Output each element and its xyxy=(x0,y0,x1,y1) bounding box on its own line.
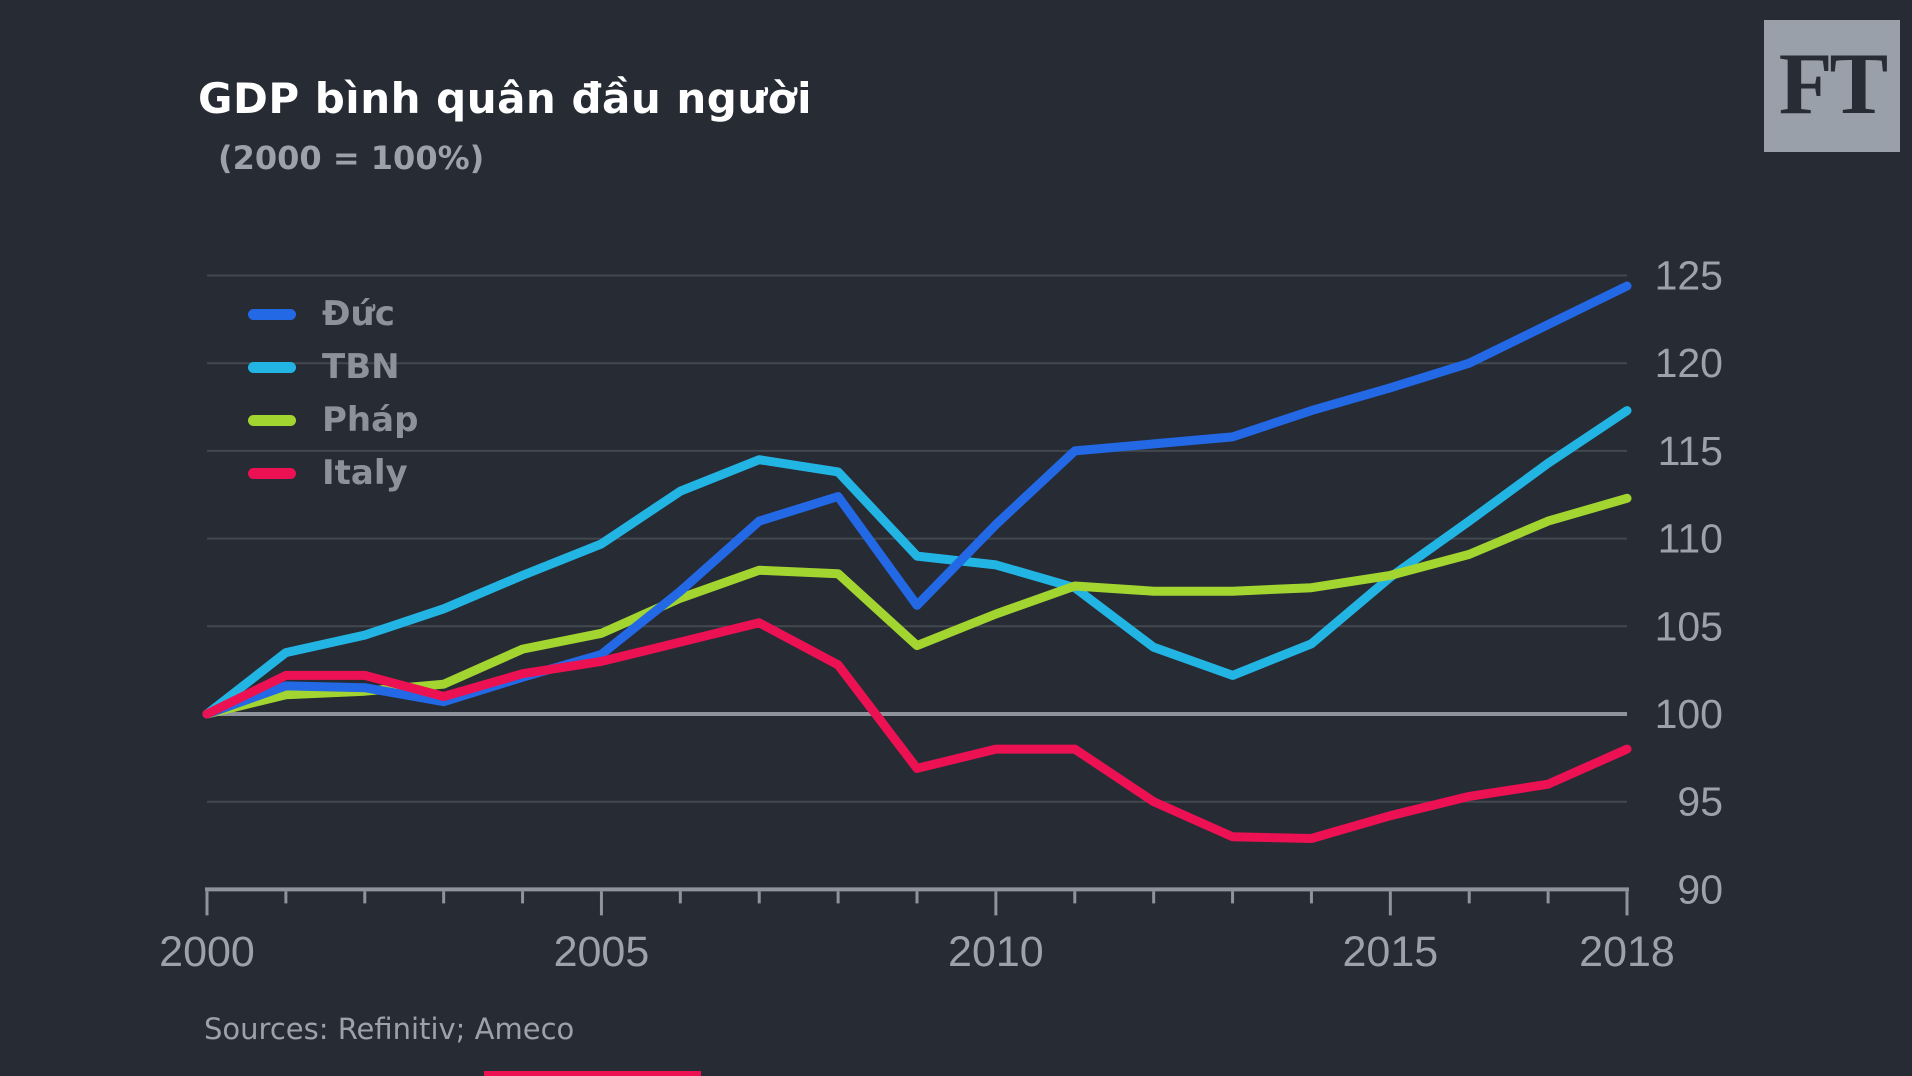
legend-row-tbn: TBN xyxy=(248,349,418,385)
y-tick-label-100: 100 xyxy=(1655,691,1723,737)
legend-chip-tbn xyxy=(248,361,296,373)
legend-label-duc: Đức xyxy=(322,294,395,334)
y-tick-label-125: 125 xyxy=(1655,253,1723,299)
series-line-tbn xyxy=(202,406,1632,719)
page-title: GDP bình quân đầu người xyxy=(198,74,812,123)
video-progress-bar xyxy=(484,1071,701,1076)
series-line-italy xyxy=(202,618,1632,843)
x-tick-label-2018: 2018 xyxy=(1579,928,1675,976)
y-tick-label-115: 115 xyxy=(1658,428,1723,474)
y-tick-label-105: 105 xyxy=(1655,603,1723,649)
legend-label-italy: Italy xyxy=(322,453,408,493)
page-subtitle: (2000 = 100%) xyxy=(218,139,485,177)
legend-chip-phap xyxy=(248,414,296,426)
x-tick-label-2005: 2005 xyxy=(554,928,650,976)
legend-row-phap: Pháp xyxy=(248,402,418,438)
source-note: Sources: Refinitiv; Ameco xyxy=(204,1012,575,1046)
y-tick-label-90: 90 xyxy=(1677,866,1723,912)
chart-legend: Đức TBN Pháp Italy xyxy=(248,296,418,491)
y-tick-label-110: 110 xyxy=(1658,516,1723,562)
series-line-phap xyxy=(202,493,1632,719)
series-line-duc xyxy=(202,281,1632,719)
legend-chip-italy xyxy=(248,467,296,479)
y-tick-label-120: 120 xyxy=(1655,340,1723,386)
x-tick-label-2000: 2000 xyxy=(159,928,255,976)
legend-label-phap: Pháp xyxy=(322,400,419,440)
legend-row-italy: Italy xyxy=(248,455,418,491)
ft-logo-text: FT xyxy=(1778,35,1888,133)
x-tick-label-2010: 2010 xyxy=(948,928,1044,976)
y-tick-label-95: 95 xyxy=(1677,779,1723,825)
legend-chip-duc xyxy=(248,308,296,320)
x-tick-label-2015: 2015 xyxy=(1342,928,1438,976)
chart-header: GDP bình quân đầu người (2000 = 100%) xyxy=(198,74,812,177)
legend-label-tbn: TBN xyxy=(322,347,400,387)
ft-logo: FT xyxy=(1764,20,1900,152)
legend-row-duc: Đức xyxy=(248,296,418,332)
